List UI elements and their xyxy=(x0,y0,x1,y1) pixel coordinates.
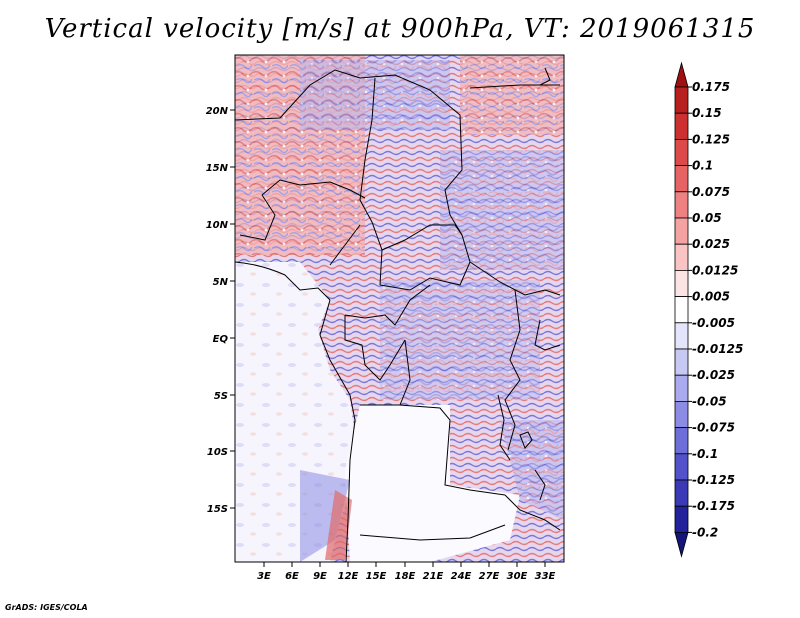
lon-tick-label: 12E xyxy=(338,571,359,582)
lat-axis: 20N 15N 10N 5N EQ 5S 10S 15S xyxy=(206,106,235,515)
colorbar-segment xyxy=(674,400,689,428)
colorbar-label: -0.125 xyxy=(692,473,735,487)
colorbar-segment xyxy=(674,191,689,219)
colorbar-label: -0.025 xyxy=(692,368,735,382)
colorbar-segment xyxy=(674,86,689,114)
lon-tick-label: 9E xyxy=(313,571,327,582)
colorbar: 0.175 0.15 0.125 0.1 0.075 0.05 0.025 0.0125 0.0… xyxy=(674,61,743,558)
lat-tick-label: 15S xyxy=(207,504,228,515)
colorbar-label: -0.005 xyxy=(692,316,735,330)
lon-tick-label: 33E xyxy=(535,571,556,582)
colorbar-label: -0.075 xyxy=(692,421,735,435)
lon-tick-label: 27E xyxy=(479,571,500,582)
colorbar-segment xyxy=(674,479,689,507)
lon-tick-label: 21E xyxy=(423,571,444,582)
colorbar-segment xyxy=(674,322,689,350)
colorbar-label: 0.0125 xyxy=(692,263,738,277)
lat-tick-label: 5S xyxy=(214,391,228,402)
colorbar-segment xyxy=(674,165,689,193)
colorbar-label: 0.15 xyxy=(692,106,722,120)
field-shading xyxy=(235,55,564,562)
lon-axis: 3E 6E 9E 12E 15E 18E 21E 24E 27E 30E 33E xyxy=(257,562,556,582)
colorbar-label: 0.125 xyxy=(692,132,730,146)
lat-tick-label: 5N xyxy=(213,277,229,288)
colorbar-label: 0.005 xyxy=(692,290,730,304)
colorbar-segment xyxy=(674,348,689,376)
lon-tick-label: 15E xyxy=(366,571,387,582)
lon-tick-label: 30E xyxy=(507,571,528,582)
lat-tick-label: EQ xyxy=(213,334,229,345)
lon-tick-label: 6E xyxy=(285,571,299,582)
colorbar-segment xyxy=(674,217,689,245)
chart-title: Vertical velocity [m/s] at 900hPa, VT: 2… xyxy=(44,14,756,44)
lat-tick-label: 10S xyxy=(207,447,228,458)
lon-tick-label: 24E xyxy=(451,571,472,582)
colorbar-segment xyxy=(674,532,689,558)
colorbar-label: -0.0125 xyxy=(692,342,743,356)
lat-tick-label: 15N xyxy=(206,163,229,174)
colorbar-segment xyxy=(674,374,689,402)
colorbar-segment xyxy=(674,505,689,533)
country-borders xyxy=(235,67,561,562)
colorbar-label: 0.075 xyxy=(692,185,730,199)
lon-tick-label: 3E xyxy=(257,571,271,582)
footer-credit: GrADS: IGES/COLA xyxy=(5,603,88,612)
colorbar-label: -0.2 xyxy=(692,525,718,539)
colorbar-label: -0.175 xyxy=(692,499,735,513)
colorbar-segment xyxy=(674,269,689,297)
colorbar-label: 0.025 xyxy=(692,237,730,251)
colorbar-segment xyxy=(674,453,689,481)
colorbar-segment xyxy=(674,243,689,271)
colorbar-label: 0.05 xyxy=(692,211,722,225)
colorbar-label: -0.1 xyxy=(692,447,718,461)
colorbar-segment xyxy=(674,296,689,324)
lat-tick-label: 10N xyxy=(206,220,229,231)
colorbar-label: 0.175 xyxy=(692,80,730,94)
colorbar-label: 0.1 xyxy=(692,159,713,173)
lat-tick-label: 20N xyxy=(206,106,229,117)
colorbar-segment xyxy=(674,427,689,455)
colorbar-segment xyxy=(674,112,689,140)
colorbar-segment xyxy=(674,138,689,166)
map-frame xyxy=(234,54,565,563)
colorbar-label: -0.05 xyxy=(692,394,727,408)
lon-tick-label: 18E xyxy=(395,571,416,582)
colorbar-segment xyxy=(674,61,689,88)
